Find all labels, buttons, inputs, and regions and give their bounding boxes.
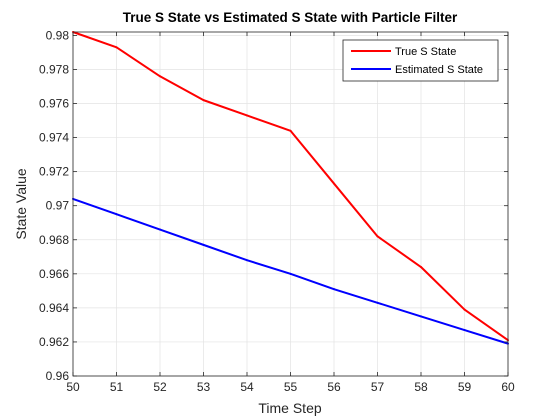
y-tick-label: 0.978	[39, 62, 69, 76]
series-true-s-state	[72, 31, 509, 342]
y-tick-label: 0.976	[39, 97, 69, 111]
data-point-true-s-state	[376, 235, 379, 238]
data-point-true-s-state	[333, 182, 335, 185]
series-estimated-s-state	[72, 197, 509, 345]
data-point-true-s-state	[115, 46, 118, 49]
y-tick-label: 0.974	[39, 131, 69, 145]
x-tick-label: 51	[110, 380, 124, 394]
data-point-true-s-state	[463, 308, 466, 311]
data-point-estimated-s-state	[420, 315, 422, 318]
x-tick-label: 52	[153, 380, 167, 394]
y-tick-label: 0.98	[46, 28, 70, 42]
x-axis-label: Time Step	[258, 400, 321, 416]
y-tick-label: 0.964	[39, 301, 69, 315]
series-layer	[72, 31, 509, 345]
y-tick-label: 0.96	[46, 369, 70, 383]
x-tick-label: 58	[414, 380, 428, 394]
y-tick-label: 0.972	[39, 165, 69, 179]
x-tick-labels: 50 51 52 53 54 55 56 57 58 59 60	[66, 380, 515, 394]
data-point-true-s-state	[202, 99, 205, 102]
x-tick-label: 57	[371, 380, 385, 394]
data-point-estimated-s-state	[463, 329, 466, 332]
chart-title: True S State vs Estimated S State with P…	[123, 10, 458, 25]
data-point-true-s-state	[289, 129, 292, 132]
x-tick-label: 60	[501, 380, 515, 394]
legend-box	[342, 39, 499, 82]
x-tick-label: 59	[458, 380, 472, 394]
x-tick-label: 53	[197, 380, 211, 394]
data-point-estimated-s-state	[115, 213, 118, 216]
y-tick-label: 0.97	[46, 199, 70, 213]
data-point-estimated-s-state	[333, 288, 335, 291]
legend-label-true-s-state: True S State	[395, 46, 456, 58]
y-tick-label: 0.962	[39, 335, 69, 349]
y-axis-label: State Value	[13, 168, 29, 240]
data-point-true-s-state	[420, 266, 422, 269]
data-point-estimated-s-state	[159, 228, 161, 231]
y-tick-label: 0.968	[39, 233, 69, 247]
legend: True S State Estimated S State	[342, 39, 499, 82]
x-tick-label: 56	[327, 380, 341, 394]
legend-label-estimated-s-state: Estimated S State	[395, 64, 483, 76]
data-point-true-s-state	[159, 75, 161, 78]
data-point-estimated-s-state	[246, 259, 248, 262]
ticks	[72, 32, 509, 377]
y-tick-labels: 0.96 0.962 0.964 0.966 0.968 0.97 0.972 0.974 0.…	[39, 28, 69, 383]
data-point-estimated-s-state	[376, 301, 379, 304]
data-point-estimated-s-state	[289, 272, 292, 275]
y-tick-label: 0.966	[39, 267, 69, 281]
x-tick-label: 55	[284, 380, 298, 394]
x-tick-label: 54	[240, 380, 254, 394]
data-point-estimated-s-state	[202, 243, 205, 246]
data-point-true-s-state	[246, 114, 248, 117]
x-tick-label: 50	[66, 380, 80, 394]
